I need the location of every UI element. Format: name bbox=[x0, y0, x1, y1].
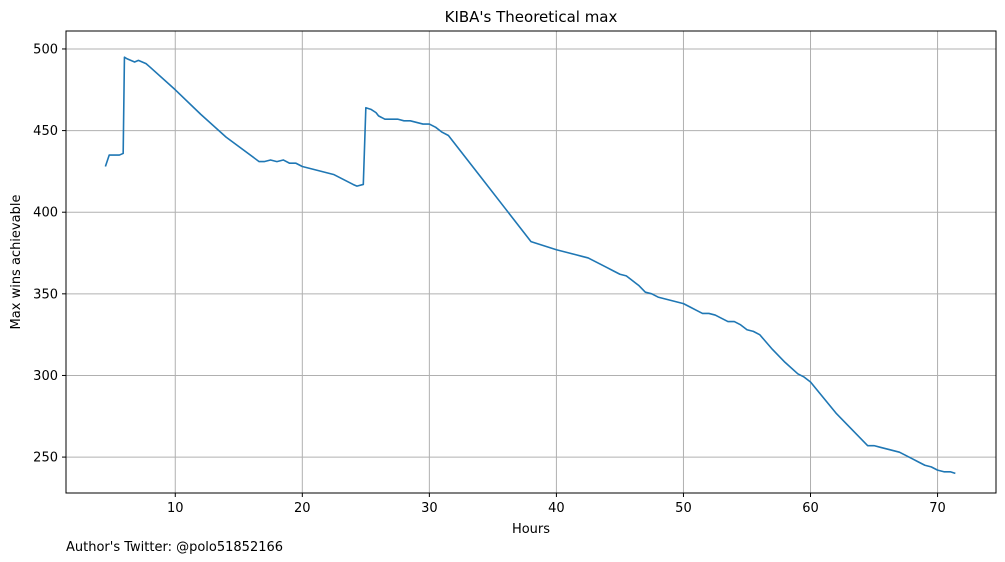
x-axis-title: Hours bbox=[512, 522, 550, 537]
gridlines bbox=[66, 31, 996, 493]
x-tick-label: 60 bbox=[802, 501, 819, 516]
y-tick-label: 500 bbox=[33, 42, 58, 57]
plot-area-frame bbox=[65, 30, 997, 494]
y-tick-label: 300 bbox=[33, 369, 58, 384]
x-tick-label: 30 bbox=[421, 501, 438, 516]
x-tick-label: 40 bbox=[548, 501, 565, 516]
y-tick-label: 250 bbox=[33, 451, 58, 466]
chart-title: KIBA's Theoretical max bbox=[445, 8, 618, 26]
axis-ticks: 10 20 30 40 50 60 70 250 300 350 400 450 500 bbox=[33, 42, 946, 516]
x-tick-label: 10 bbox=[167, 501, 184, 516]
author-twitter-note: Author's Twitter: @polo51852166 bbox=[66, 540, 283, 555]
y-axis-title: Max wins achievable bbox=[9, 195, 24, 330]
series-line-1 bbox=[104, 56, 956, 475]
series-layer bbox=[104, 56, 956, 475]
y-tick-label: 350 bbox=[33, 287, 58, 302]
y-tick-label: 450 bbox=[33, 124, 58, 139]
x-tick-label: 20 bbox=[294, 501, 311, 516]
x-tick-label: 70 bbox=[929, 501, 946, 516]
y-tick-label: 400 bbox=[33, 206, 58, 221]
x-tick-label: 50 bbox=[675, 501, 692, 516]
